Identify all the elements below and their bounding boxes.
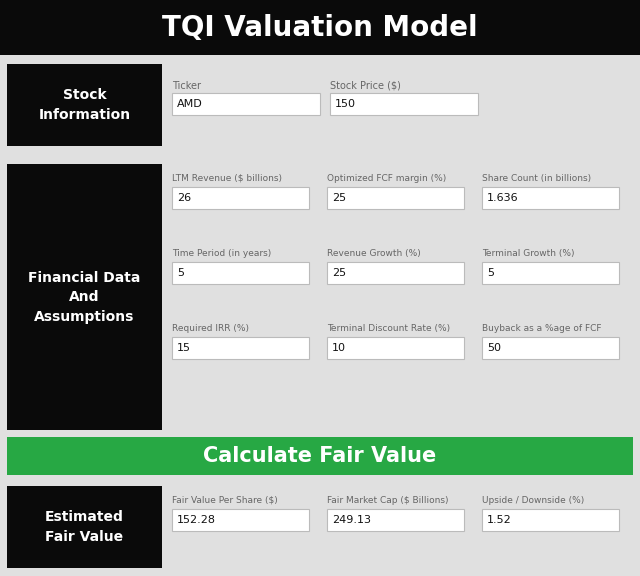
Text: Ticker: Ticker	[172, 81, 201, 91]
Text: AMD: AMD	[177, 99, 203, 109]
Text: 26: 26	[177, 193, 191, 203]
Text: Calculate Fair Value: Calculate Fair Value	[204, 446, 436, 466]
Text: 5: 5	[177, 268, 184, 278]
FancyBboxPatch shape	[172, 262, 309, 284]
FancyBboxPatch shape	[327, 509, 464, 531]
Text: Fair Value Per Share ($): Fair Value Per Share ($)	[172, 496, 278, 505]
Text: Time Period (in years): Time Period (in years)	[172, 249, 271, 258]
FancyBboxPatch shape	[482, 187, 619, 209]
Text: LTM Revenue ($ billions): LTM Revenue ($ billions)	[172, 174, 282, 183]
FancyBboxPatch shape	[7, 486, 162, 568]
Text: Financial Data
And
Assumptions: Financial Data And Assumptions	[28, 271, 141, 324]
Text: Estimated
Fair Value: Estimated Fair Value	[45, 510, 124, 544]
Text: 150: 150	[335, 99, 356, 109]
Text: Buyback as a %age of FCF: Buyback as a %age of FCF	[482, 324, 602, 333]
Text: 5: 5	[487, 268, 494, 278]
Text: 1.636: 1.636	[487, 193, 518, 203]
FancyBboxPatch shape	[0, 0, 640, 55]
Text: Required IRR (%): Required IRR (%)	[172, 324, 249, 333]
Text: Optimized FCF margin (%): Optimized FCF margin (%)	[327, 174, 446, 183]
FancyBboxPatch shape	[482, 262, 619, 284]
Text: Terminal Discount Rate (%): Terminal Discount Rate (%)	[327, 324, 450, 333]
FancyBboxPatch shape	[7, 64, 162, 146]
FancyBboxPatch shape	[172, 187, 309, 209]
Text: Upside / Downside (%): Upside / Downside (%)	[482, 496, 584, 505]
Text: 15: 15	[177, 343, 191, 353]
Text: TQI Valuation Model: TQI Valuation Model	[162, 13, 478, 41]
FancyBboxPatch shape	[172, 337, 309, 359]
Text: 249.13: 249.13	[332, 515, 371, 525]
Text: Stock Price ($): Stock Price ($)	[330, 81, 401, 91]
FancyBboxPatch shape	[7, 437, 633, 475]
Text: 152.28: 152.28	[177, 515, 216, 525]
FancyBboxPatch shape	[327, 337, 464, 359]
FancyBboxPatch shape	[482, 337, 619, 359]
Text: 25: 25	[332, 193, 346, 203]
Text: Revenue Growth (%): Revenue Growth (%)	[327, 249, 420, 258]
Text: Terminal Growth (%): Terminal Growth (%)	[482, 249, 575, 258]
FancyBboxPatch shape	[330, 93, 478, 115]
FancyBboxPatch shape	[172, 509, 309, 531]
Text: Share Count (in billions): Share Count (in billions)	[482, 174, 591, 183]
FancyBboxPatch shape	[482, 509, 619, 531]
FancyBboxPatch shape	[7, 164, 162, 430]
FancyBboxPatch shape	[327, 262, 464, 284]
Text: 50: 50	[487, 343, 501, 353]
FancyBboxPatch shape	[172, 93, 320, 115]
Text: 25: 25	[332, 268, 346, 278]
FancyBboxPatch shape	[327, 187, 464, 209]
Text: 10: 10	[332, 343, 346, 353]
Text: Stock
Information: Stock Information	[38, 88, 131, 122]
Text: 1.52: 1.52	[487, 515, 512, 525]
Text: Fair Market Cap ($ Billions): Fair Market Cap ($ Billions)	[327, 496, 449, 505]
